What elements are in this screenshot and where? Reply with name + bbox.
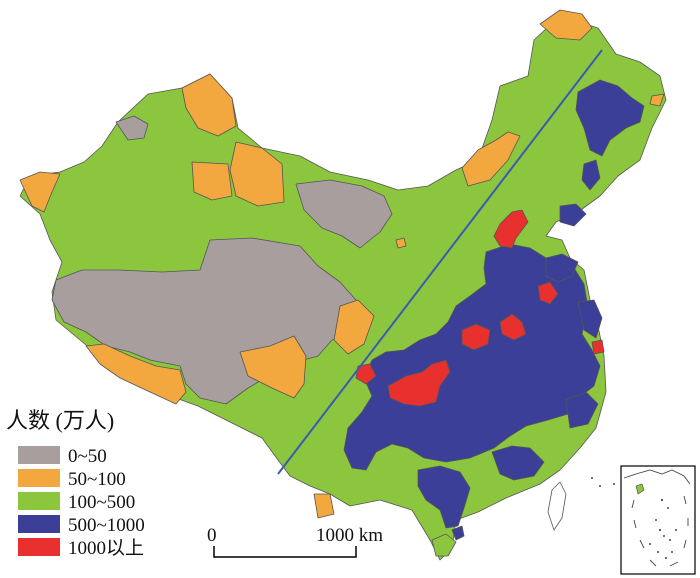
legend-swatch-1 [18,469,60,487]
region-red-shanghai [591,339,605,355]
region-orange-nyingchi [239,335,307,399]
inset-islands [649,498,677,559]
legend-swatch-4 [18,538,60,556]
legend-label-2: 100~500 [68,492,135,513]
region-blue-east-coast [577,299,603,339]
legend-swatch-2 [18,492,60,510]
region-orange-small-2 [649,93,665,107]
region-blue-guangdong [491,445,545,481]
south-china-sea-inset [620,465,696,575]
coastal-islands [591,477,615,487]
region-blue-jiangxi-south [417,465,471,529]
legend-swatch-0 [18,446,60,464]
region-orange-mohe [539,9,593,41]
region-orange-hainan-south [313,493,335,519]
legend-label-0: 0~50 [68,446,107,467]
region-orange-tibet-south [85,343,187,405]
inset-coast [623,469,691,485]
region-green-taiwan [547,481,567,531]
region-red-henan [499,313,527,341]
scale-label-end: 1000 km [316,525,383,546]
region-orange-kashgar [19,171,61,213]
region-blue-hainan [451,525,465,541]
region-orange-small-1 [395,237,407,249]
inset-frame [620,465,696,575]
region-gray-northwest [115,115,149,141]
scale-bar-line [213,546,357,558]
region-red-chengdu-w [355,363,377,385]
legend-title: 人数 (万人) [6,408,114,433]
region-orange-north-xj [229,141,285,207]
region-blue-shandong [545,253,579,283]
region-red-zhengzhou [461,323,491,351]
region-blue-jilin [581,159,601,191]
region-green-hainan [431,533,457,557]
region-blue-liaoning [559,203,587,227]
region-red-sichuan [387,359,451,407]
inset-dash-line [631,495,689,567]
region-gray-inner-west [295,179,393,249]
legend-label-1: 50~100 [68,469,126,490]
region-orange-hulunbuir [461,131,521,187]
hu-line [277,49,603,475]
region-blue-fujian [565,391,599,429]
region-red-beijing [493,209,529,249]
region-red-tianjin [537,281,559,305]
region-orange-aba [333,299,375,355]
legend-label-4: 1000以上 [68,537,144,559]
scale-label-start: 0 [207,525,217,546]
inset-hainan [635,483,645,495]
region-orange-altay [181,73,237,137]
legend-swatch-3 [18,515,60,533]
region-blue-heilongjiang [575,79,645,157]
scale-bar: 0 1000 km [207,525,383,558]
legend-label-3: 500~1000 [68,515,145,536]
china-map [19,9,667,561]
region-orange-xj-mid [191,161,233,201]
